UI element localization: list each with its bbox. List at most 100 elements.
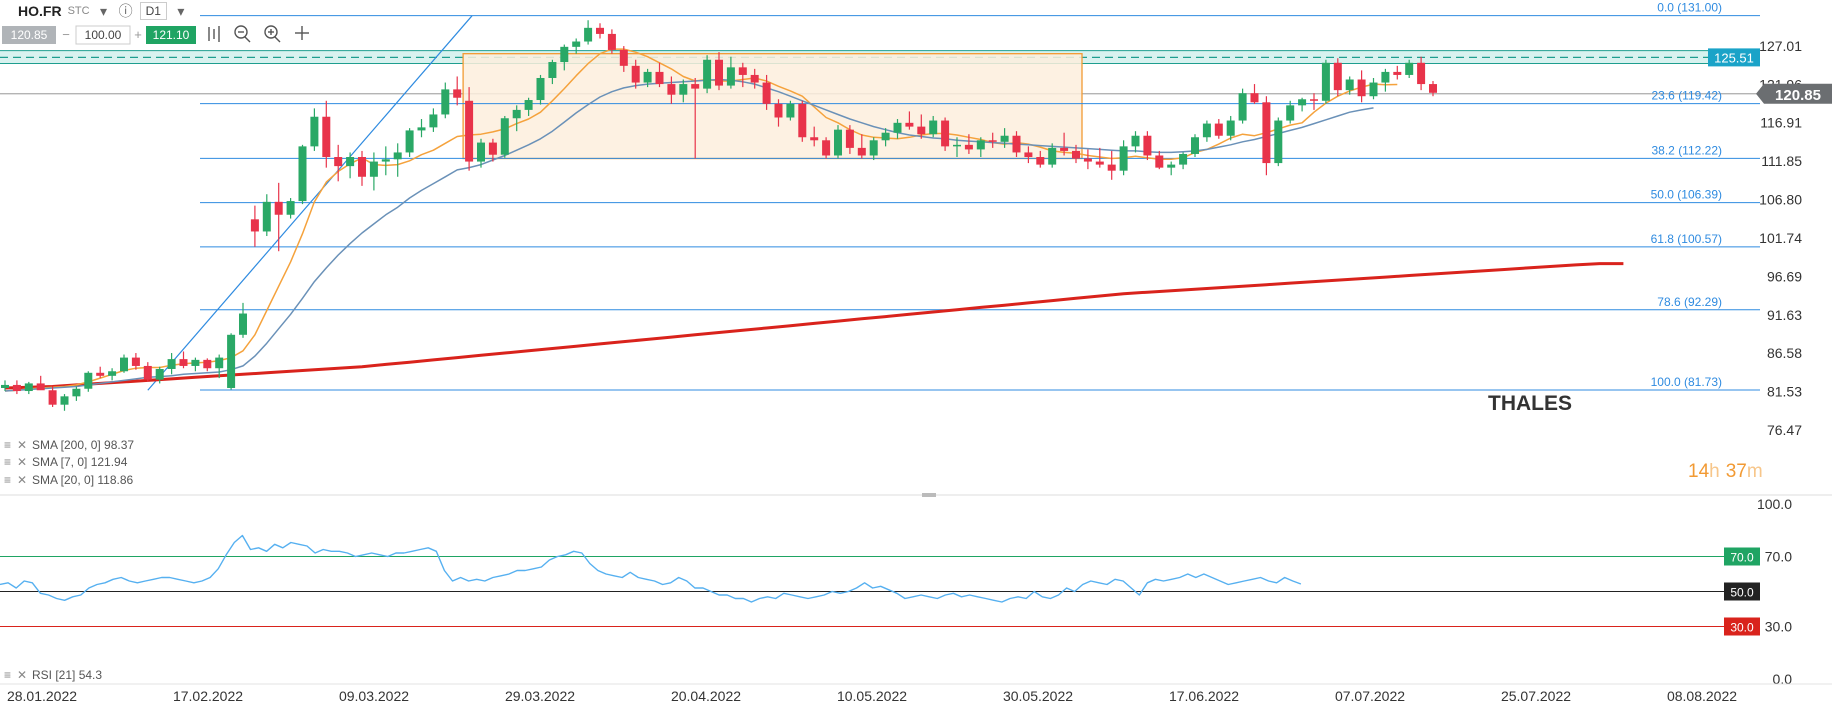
date-tick-label: 09.03.2022 xyxy=(339,688,409,704)
ask-price: 121.10 xyxy=(153,28,190,42)
rsi-legend[interactable]: ≡ ✕ RSI [21] 54.3 xyxy=(4,668,102,682)
sma7-legend[interactable]: ≡ ✕ SMA [7, 0] 121.94 xyxy=(4,455,128,469)
trend-line xyxy=(147,15,473,391)
sma200-legend[interactable]: ≡ ✕ SMA [200, 0] 98.37 xyxy=(4,438,134,452)
volume-decrease-icon[interactable]: − xyxy=(62,27,70,42)
ask-price-box[interactable] xyxy=(146,26,196,44)
candle-up xyxy=(417,119,426,138)
candle-body xyxy=(1202,123,1211,138)
candle-up xyxy=(1238,88,1247,124)
candle-body xyxy=(381,159,390,162)
candle-body xyxy=(1155,155,1164,168)
volume-input[interactable] xyxy=(75,25,131,45)
candle-body xyxy=(1369,82,1378,97)
volume-increase-icon[interactable]: + xyxy=(134,27,142,42)
candle-body xyxy=(953,144,961,147)
candle-body xyxy=(274,201,283,215)
bid-price-box[interactable] xyxy=(2,26,56,44)
price-tick-label: 91.63 xyxy=(1767,307,1802,323)
candle-down xyxy=(1417,56,1426,91)
resistance-price-label: 125.51 xyxy=(1714,50,1754,65)
candle-up xyxy=(1298,97,1307,112)
chevron-down-icon[interactable]: ▾ xyxy=(100,3,108,19)
candle-body xyxy=(120,357,128,372)
candle-body xyxy=(667,84,676,95)
candle-up xyxy=(310,108,319,151)
candle-body xyxy=(691,84,700,89)
panel-resize-handle[interactable] xyxy=(922,493,936,497)
candle-down xyxy=(941,117,950,151)
timer-hours: 14 xyxy=(1688,461,1710,482)
candle-up xyxy=(1381,68,1390,92)
candle-down xyxy=(1262,96,1271,176)
candle-down xyxy=(96,366,105,379)
candle-down xyxy=(1393,65,1402,80)
candle-body xyxy=(917,126,926,135)
candle-up xyxy=(84,371,93,392)
current-price-badge xyxy=(1756,83,1832,104)
hamburger-icon[interactable]: ≡ xyxy=(4,455,11,469)
candle-body xyxy=(1298,99,1307,106)
candle-body xyxy=(1191,137,1199,154)
candle-body xyxy=(215,357,224,369)
candle-body xyxy=(1107,164,1116,171)
candle-body xyxy=(191,359,200,366)
candle-body xyxy=(108,371,117,376)
candle-body xyxy=(512,109,521,119)
candle-body xyxy=(881,132,890,141)
date-tick-label: 30.05.2022 xyxy=(1003,688,1073,704)
candle-body xyxy=(429,114,438,128)
chevron-down-icon[interactable]: ▾ xyxy=(177,3,185,19)
hamburger-icon[interactable]: ≡ xyxy=(4,668,11,682)
candle-body xyxy=(834,129,842,156)
candle-up xyxy=(429,108,438,132)
candle-body xyxy=(441,89,450,115)
candle-down xyxy=(667,76,676,104)
price-tick-label: 96.69 xyxy=(1767,268,1802,284)
timer-minutes-unit: m xyxy=(1747,461,1763,482)
instrument-type-label: STC xyxy=(67,5,90,17)
price-tick-label: 111.85 xyxy=(1761,153,1802,169)
candle-body xyxy=(1179,153,1188,165)
symbol-label[interactable]: HO.FR xyxy=(18,3,62,19)
candle-body xyxy=(810,137,819,141)
candle-down xyxy=(715,52,723,91)
candle-body xyxy=(1119,146,1128,171)
zoom-in-icon[interactable] xyxy=(264,25,281,43)
sma20-legend[interactable]: ≡ ✕ SMA [20, 0] 118.86 xyxy=(4,473,134,487)
candle-body xyxy=(72,388,81,397)
rsi-level-label: 30.0 xyxy=(1730,621,1754,635)
info-icon[interactable]: ⓘ xyxy=(118,3,133,19)
candle-down xyxy=(1429,81,1437,97)
candle-up xyxy=(976,137,985,158)
close-icon[interactable]: ✕ xyxy=(17,438,27,452)
move-icon[interactable] xyxy=(295,26,309,40)
hamburger-icon[interactable]: ≡ xyxy=(4,438,11,452)
candle-down xyxy=(465,87,474,171)
candle-down xyxy=(905,111,914,130)
candle-up xyxy=(584,20,593,45)
instrument-label: THALES xyxy=(1488,392,1572,415)
candle-body xyxy=(1274,120,1283,164)
candle-body xyxy=(905,122,914,127)
candle-body xyxy=(405,130,414,153)
candle-up xyxy=(108,368,117,381)
close-icon[interactable]: ✕ xyxy=(17,455,27,469)
candle-down xyxy=(1310,93,1318,110)
hamburger-icon[interactable]: ≡ xyxy=(4,473,11,487)
chart-type-icon[interactable] xyxy=(208,26,220,42)
candle-body xyxy=(619,49,628,66)
close-icon[interactable]: ✕ xyxy=(17,473,27,487)
date-tick-label: 29.03.2022 xyxy=(505,688,575,704)
fib-label: 100.0 (81.73) xyxy=(1651,375,1722,389)
candle-down xyxy=(810,126,819,147)
candle-up xyxy=(572,38,581,54)
close-icon[interactable]: ✕ xyxy=(17,668,27,682)
candle-down xyxy=(655,62,664,88)
zoom-out-icon[interactable] xyxy=(234,25,251,43)
candle-down xyxy=(619,46,628,72)
candle-body xyxy=(1310,99,1318,101)
candle-down xyxy=(1072,144,1080,164)
interval-select[interactable]: D1 xyxy=(139,2,167,20)
